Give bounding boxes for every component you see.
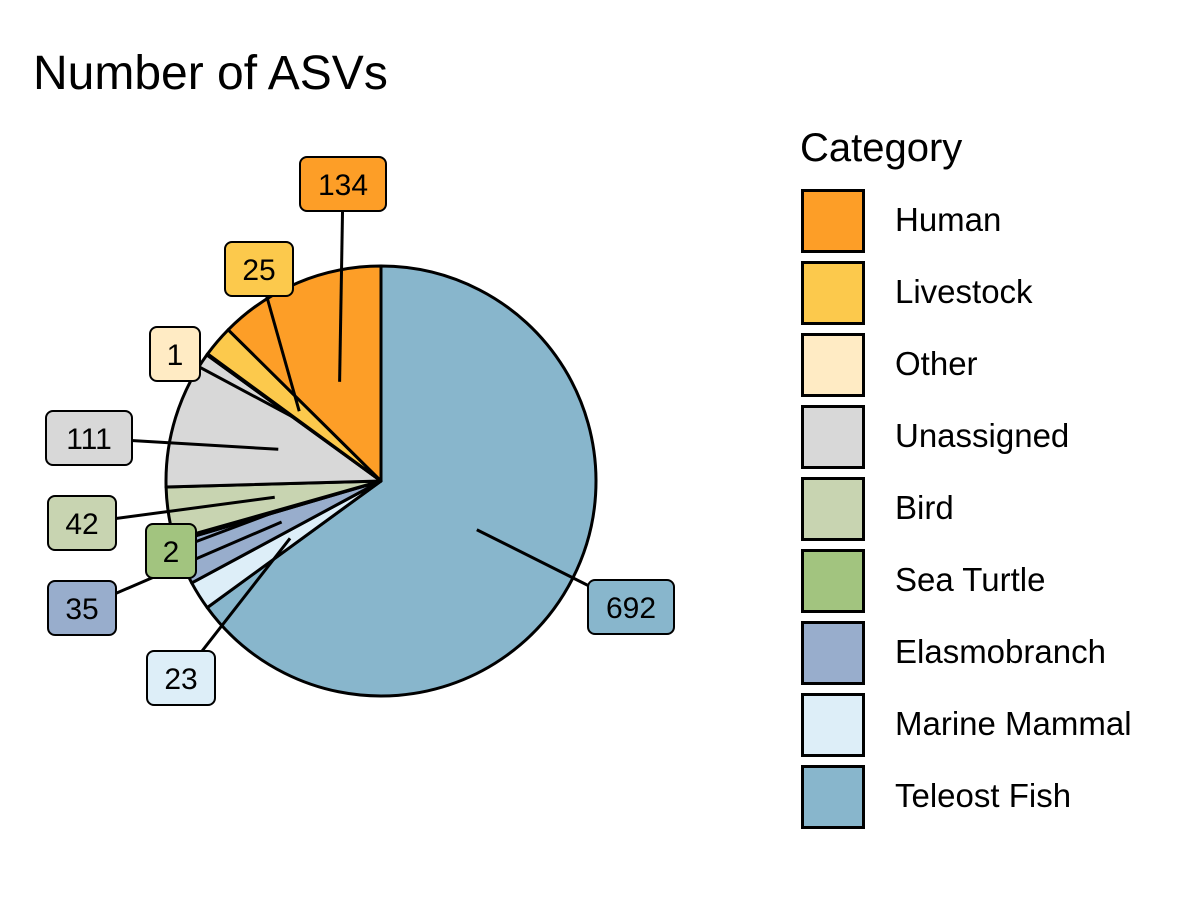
legend-swatch xyxy=(801,333,865,397)
value-label-box xyxy=(146,650,216,706)
value-label-text: 692 xyxy=(606,592,656,625)
legend-item-human: Human xyxy=(800,189,1001,261)
legend-label: Sea Turtle xyxy=(895,561,1046,598)
value-label-sea-turtle: 2 xyxy=(145,523,197,579)
value-label-box xyxy=(45,410,133,466)
value-label-bird: 42 xyxy=(47,495,117,551)
leader-line-human xyxy=(338,183,345,382)
legend-item-unassigned: Unassigned xyxy=(800,405,1069,477)
pie-slice-unassigned xyxy=(164,353,383,489)
legend-label: Unassigned xyxy=(895,417,1070,454)
value-label-text: 1 xyxy=(167,339,184,372)
value-label-teleost-fish: 692 xyxy=(587,579,675,635)
legend-swatch xyxy=(801,693,865,757)
legend-swatch xyxy=(801,405,865,469)
legend-item-teleost-fish: Teleost Fish xyxy=(800,765,1071,837)
legend-item-other: Other xyxy=(800,333,978,405)
legend: Category Human Livestock Other Unassigned Bi… xyxy=(800,126,1132,837)
value-label-box xyxy=(587,579,675,635)
value-label-box xyxy=(47,580,117,636)
value-label-text: 2 xyxy=(163,536,180,569)
value-label-elasmobranch: 35 xyxy=(47,580,117,636)
value-label-text: 25 xyxy=(242,254,275,287)
legend-label: Teleost Fish xyxy=(895,777,1072,814)
value-label-text: 134 xyxy=(318,169,368,202)
legend-swatch xyxy=(801,765,865,829)
value-label-box xyxy=(149,326,201,382)
value-label-text: 35 xyxy=(65,593,98,626)
value-label-marine-mammal: 23 xyxy=(146,650,216,706)
value-label-box xyxy=(47,495,117,551)
legend-item-livestock: Livestock xyxy=(800,261,1033,333)
legend-item-sea-turtle: Sea Turtle xyxy=(800,549,1045,621)
legend-swatch xyxy=(801,477,865,541)
value-label-box xyxy=(299,156,387,212)
value-label-text: 111 xyxy=(66,423,112,456)
value-label-text: 23 xyxy=(164,663,197,696)
value-label-unassigned: 111 xyxy=(45,410,133,466)
legend-swatch xyxy=(801,261,865,325)
legend-item-bird: Bird xyxy=(800,477,962,549)
legend-label: Bird xyxy=(895,489,954,526)
legend-label: Elasmobranch xyxy=(895,633,1106,670)
legend-label: Marine Mammal xyxy=(895,705,1132,742)
legend-swatch xyxy=(801,549,865,613)
legend-item-elasmobranch: Elasmobranch xyxy=(800,621,1106,693)
value-label-livestock: 25 xyxy=(224,241,294,297)
value-label-box xyxy=(145,523,197,579)
legend-swatch xyxy=(801,189,865,253)
pie-slice-human xyxy=(226,264,383,483)
legend-title: Category xyxy=(800,126,963,170)
value-label-human: 134 xyxy=(299,156,387,212)
legend-item-marine-mammal: Marine Mammal xyxy=(800,693,1132,765)
legend-swatch xyxy=(801,621,865,685)
legend-items: Human Livestock Other Unassigned Bird Sea Tur… xyxy=(800,189,1132,837)
chart-title: Number of ASVs xyxy=(33,47,388,100)
value-label-other: 1 xyxy=(149,326,201,382)
legend-label: Human xyxy=(895,201,1002,238)
legend-label: Livestock xyxy=(895,273,1033,310)
value-label-text: 42 xyxy=(65,508,98,541)
pie-slices xyxy=(164,264,598,698)
legend-label: Other xyxy=(895,345,978,382)
value-label-box xyxy=(224,241,294,297)
